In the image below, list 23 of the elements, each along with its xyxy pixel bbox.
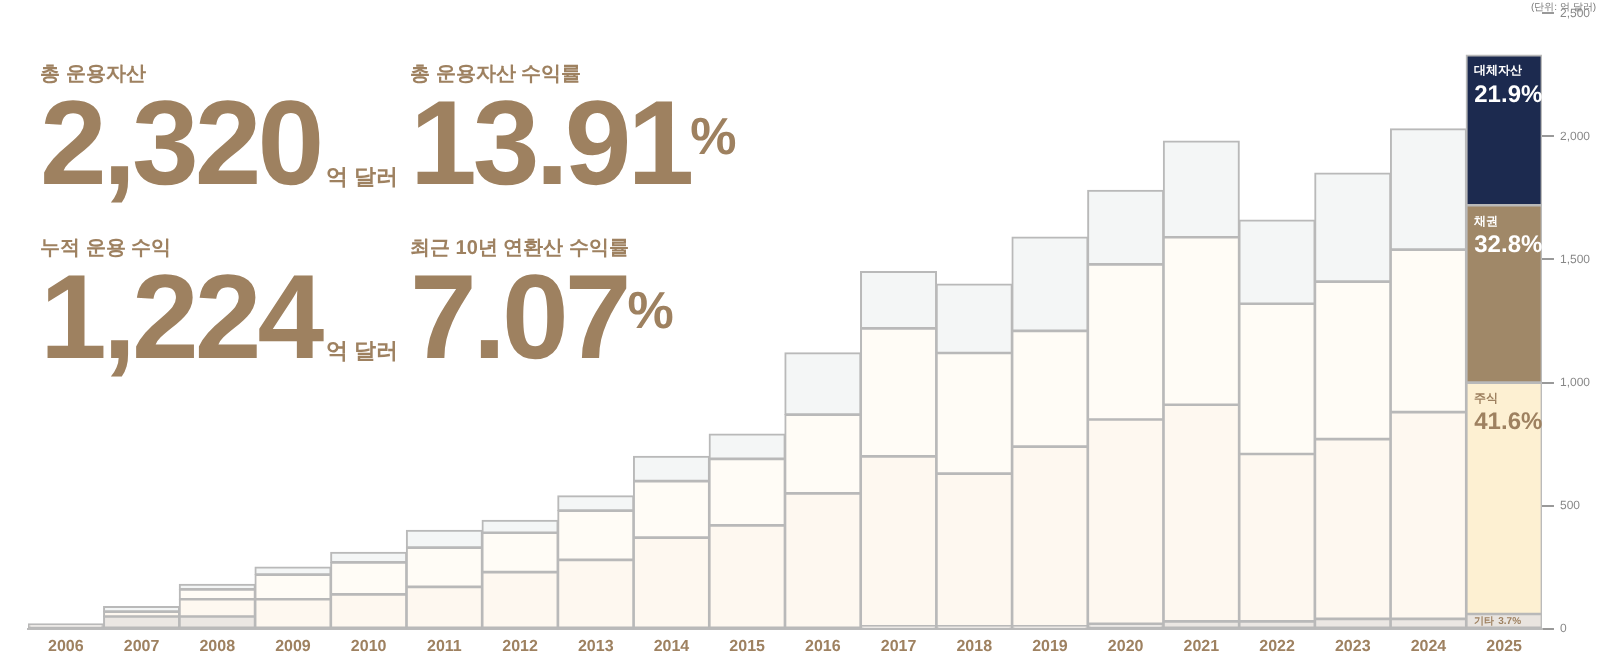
annotation: 억 달러 (326, 340, 399, 364)
x-tick-label: 2024 (1410, 636, 1448, 655)
x-tick-label: 2007 (123, 636, 161, 655)
x-tick-label: 2014 (653, 636, 691, 655)
x-tick-label: 2013 (577, 636, 615, 655)
x-tick-label: 2012 (502, 636, 539, 655)
annotation: 억 달러 (326, 166, 399, 190)
x-tick-label: 2008 (199, 636, 237, 655)
x-tick-label: 2015 (729, 636, 767, 655)
x-tick-label: 2022 (1259, 636, 1296, 655)
x-tick-label: 2020 (1107, 636, 1145, 655)
x-tick-label: 2017 (880, 636, 918, 655)
x-tick-label: 2025 (1486, 636, 1524, 655)
x-tick-label: 2016 (805, 636, 842, 655)
x-tick-label: 2023 (1334, 636, 1372, 655)
x-tick-label: 2010 (350, 636, 388, 655)
x-tick-label: 2006 (48, 636, 85, 655)
x-tick-label: 2019 (1032, 636, 1069, 655)
x-tick-label: 2018 (956, 636, 994, 655)
x-tick-label: 2021 (1183, 636, 1221, 655)
annotation: 32.8% (1474, 229, 1543, 258)
x-tick-label: 2009 (275, 636, 312, 655)
x-tick-label: 2011 (426, 636, 463, 655)
